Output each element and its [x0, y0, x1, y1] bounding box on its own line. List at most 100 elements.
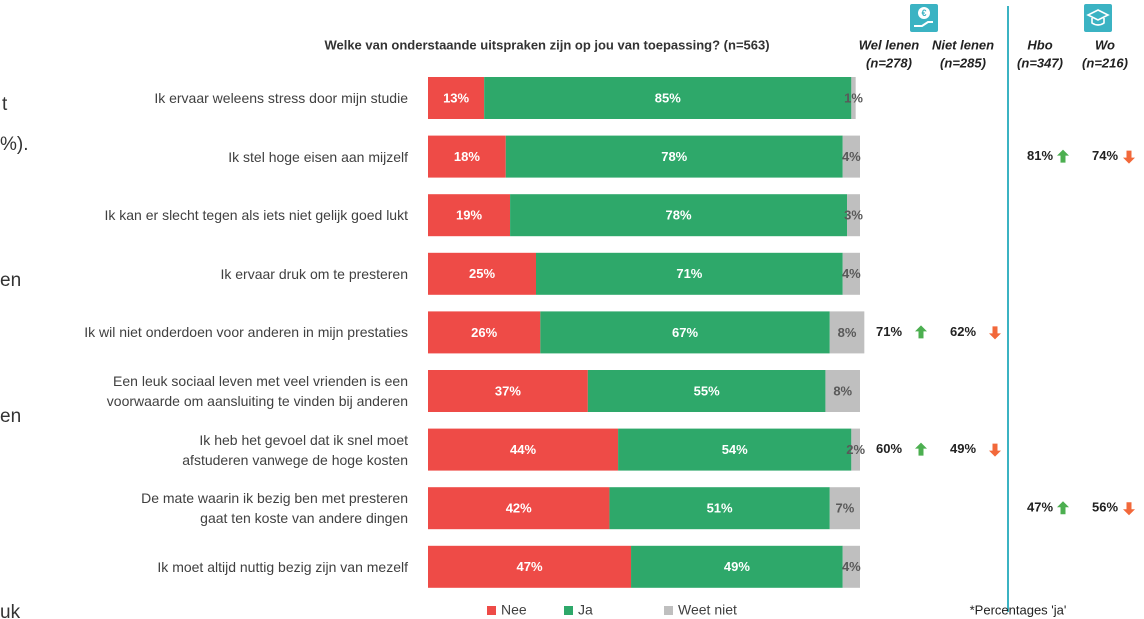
cropped-text: %). [0, 134, 29, 155]
column-header: Wo [1095, 37, 1115, 52]
data-label: 71% [676, 266, 702, 281]
bar-segment [851, 428, 860, 471]
svg-text:€: € [921, 8, 926, 18]
cropped-text: en [0, 270, 22, 291]
money-icon: € [910, 4, 938, 32]
bar-segment [428, 252, 536, 295]
bar-segment [536, 252, 843, 295]
data-label: 85% [655, 90, 681, 105]
data-label: 4% [842, 559, 861, 574]
bar-segment [618, 428, 852, 471]
category-label: Ik stel hoge eisen aan mijzelf [228, 148, 408, 165]
category-label: De mate waarin ik bezig ben met prestere… [141, 490, 408, 527]
data-label: 8% [833, 383, 852, 398]
category-label: Ik moet altijd nuttig bezig zijn van mez… [157, 558, 408, 575]
bar-segment [428, 135, 506, 178]
category-label: Ik kan er slecht tegen als iets niet gel… [104, 207, 408, 224]
subgroup-value: 74% [1092, 148, 1118, 163]
subgroup-value: 81% [1027, 148, 1053, 163]
arrow-down [989, 443, 1001, 457]
bar-segment [428, 194, 511, 237]
bar-segment [540, 311, 830, 354]
data-label: 1% [844, 90, 863, 105]
arrow-up [1057, 149, 1069, 163]
subgroup-value: 56% [1092, 500, 1118, 515]
data-label: 19% [456, 208, 482, 223]
bar-segment [428, 428, 619, 471]
data-label: 25% [469, 266, 495, 281]
bar-segment [825, 370, 860, 412]
data-label: 42% [506, 501, 532, 516]
subgroup-value: 49% [950, 441, 976, 456]
cropped-text: en [0, 406, 22, 427]
bar-segment [428, 311, 541, 354]
bar-segment [847, 194, 860, 237]
data-label: 7% [835, 501, 854, 516]
data-label: 67% [672, 325, 698, 340]
arrow-down [1123, 150, 1135, 164]
bar-segment [631, 545, 843, 588]
category-label: Ik ervaar weleens stress door mijn studi… [154, 90, 408, 106]
arrow-up [915, 325, 927, 339]
bar-segment [842, 135, 860, 178]
chart-title: Welke van onderstaande uitspraken zijn o… [324, 37, 769, 52]
data-label: 26% [471, 325, 497, 340]
legend-label: Nee [501, 602, 527, 618]
column-header: Hbo [1027, 37, 1052, 52]
bar-segment [587, 370, 826, 412]
arrow-up [915, 442, 927, 456]
data-label: 37% [495, 383, 521, 398]
data-label: 18% [454, 149, 480, 164]
subgroup-value: 60% [876, 441, 902, 456]
bar-segment [829, 487, 860, 530]
data-label: 78% [661, 149, 687, 164]
data-label: 49% [724, 559, 750, 574]
data-label: 78% [666, 208, 692, 223]
arrow-down [989, 326, 1001, 340]
bar-segment [851, 77, 856, 119]
data-label: 44% [510, 442, 536, 457]
bar-segment [428, 545, 632, 588]
bar-segment [829, 311, 865, 354]
bar-segment [505, 135, 843, 178]
bar-segment [428, 487, 610, 530]
subgroup-value: 47% [1027, 500, 1053, 515]
bar-segment [510, 194, 848, 237]
arrow-down [1123, 502, 1135, 516]
data-label: 13% [443, 90, 469, 105]
data-label: 54% [722, 442, 748, 457]
legend-swatch [564, 606, 573, 615]
subgroup-value: 62% [950, 324, 976, 339]
graduation-icon [1084, 4, 1112, 32]
data-label: 3% [844, 208, 863, 223]
data-label: 8% [838, 325, 857, 340]
cropped-text: t [2, 94, 8, 115]
category-label: Ik heb het gevoel dat ik snel moet afstu… [182, 431, 408, 468]
category-label: Ik wil niet onderdoen voor anderen in mi… [84, 324, 408, 341]
category-label: Een leuk sociaal leven met veel vrienden… [106, 373, 408, 409]
bar-segment [484, 77, 852, 119]
bar-segment [842, 545, 860, 588]
column-subheader: (n=347) [1017, 55, 1063, 70]
data-label: 4% [842, 266, 861, 281]
column-header: Niet lenen [932, 37, 994, 52]
arrow-up [1057, 501, 1069, 515]
legend-swatch [664, 606, 673, 615]
column-subheader: (n=278) [866, 55, 912, 70]
bar-segment [428, 370, 588, 412]
legend-swatch [487, 606, 496, 615]
bar-segment [842, 252, 860, 295]
data-label: 51% [707, 501, 733, 516]
column-subheader: (n=285) [940, 55, 986, 70]
data-label: 55% [694, 383, 720, 398]
column-subheader: (n=216) [1082, 55, 1128, 70]
data-label: 47% [517, 559, 543, 574]
legend-label: Weet niet [678, 602, 737, 618]
subgroup-value: 71% [876, 324, 902, 339]
category-label: Ik ervaar druk om te presteren [220, 265, 408, 282]
data-label: 4% [842, 149, 861, 164]
cropped-text: uk [0, 602, 21, 619]
data-label: 2% [846, 442, 865, 457]
